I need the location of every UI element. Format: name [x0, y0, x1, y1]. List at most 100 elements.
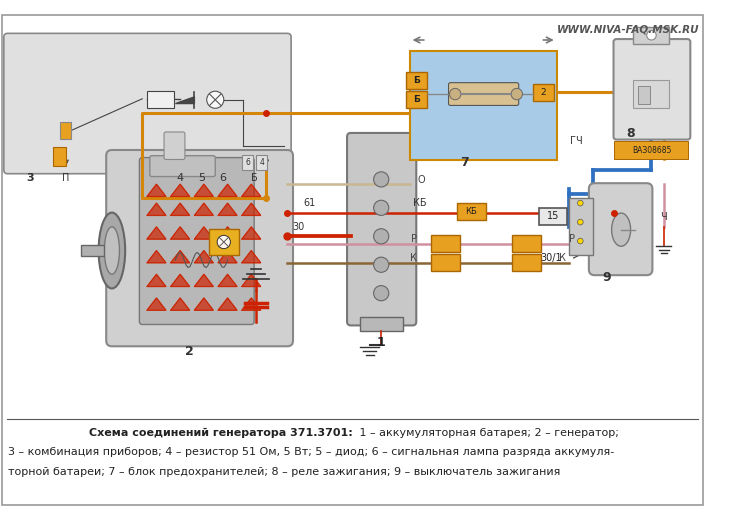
Text: 30: 30	[292, 222, 305, 231]
Text: О: О	[418, 175, 425, 185]
Polygon shape	[147, 203, 166, 215]
FancyBboxPatch shape	[347, 133, 416, 326]
Text: 3 – комбинация приборов; 4 – резистор 51 Ом, 5 Вт; 5 – диод; 6 – сигнальная ламп: 3 – комбинация приборов; 4 – резистор 51…	[7, 447, 614, 457]
Polygon shape	[195, 184, 213, 197]
Polygon shape	[195, 298, 213, 310]
Bar	[59, 122, 71, 139]
Text: Р: Р	[569, 234, 575, 244]
Circle shape	[450, 88, 461, 100]
Text: 9: 9	[603, 271, 611, 284]
Text: 2: 2	[185, 345, 194, 358]
FancyBboxPatch shape	[140, 158, 254, 324]
Circle shape	[374, 285, 389, 301]
Text: Схема соединений генератора 371.3701:: Схема соединений генератора 371.3701:	[89, 428, 353, 438]
Text: 30/1: 30/1	[540, 253, 562, 263]
Text: П: П	[62, 173, 69, 183]
Text: 8: 8	[626, 127, 635, 140]
Text: Ч: Ч	[661, 212, 667, 223]
Bar	[241, 155, 253, 170]
Polygon shape	[195, 251, 213, 263]
Polygon shape	[147, 251, 166, 263]
Polygon shape	[241, 227, 261, 239]
Ellipse shape	[611, 213, 631, 246]
Polygon shape	[195, 274, 213, 287]
Polygon shape	[171, 274, 189, 287]
Circle shape	[577, 238, 583, 244]
FancyBboxPatch shape	[614, 39, 690, 139]
Polygon shape	[218, 298, 237, 310]
Bar	[512, 236, 540, 252]
Text: КБ: КБ	[465, 207, 477, 216]
Ellipse shape	[99, 213, 125, 289]
Text: 6: 6	[219, 173, 227, 183]
Polygon shape	[171, 251, 189, 263]
Bar	[147, 91, 174, 108]
Text: 3: 3	[27, 173, 34, 183]
Text: WWW.NIVA-FAQ.MSK.RU: WWW.NIVA-FAQ.MSK.RU	[557, 25, 700, 35]
Bar	[634, 80, 669, 108]
Polygon shape	[218, 251, 237, 263]
Polygon shape	[171, 203, 189, 215]
Circle shape	[207, 91, 224, 108]
Bar	[80, 245, 104, 256]
FancyBboxPatch shape	[4, 33, 291, 174]
Polygon shape	[218, 184, 237, 197]
Bar	[533, 84, 554, 101]
FancyBboxPatch shape	[164, 132, 185, 160]
Polygon shape	[218, 203, 237, 215]
Circle shape	[374, 257, 389, 272]
FancyBboxPatch shape	[449, 83, 519, 106]
Bar	[53, 147, 66, 166]
Polygon shape	[147, 298, 166, 310]
Bar	[432, 236, 460, 252]
Circle shape	[374, 200, 389, 215]
Text: 5: 5	[198, 173, 206, 183]
Text: 1: 1	[377, 336, 386, 349]
Text: ГЧ: ГЧ	[570, 136, 583, 147]
Polygon shape	[241, 251, 261, 263]
Polygon shape	[147, 227, 166, 239]
Text: торной батареи; 7 – блок предохранителей; 8 – реле зажигания; 9 – выключатель за: торной батареи; 7 – блок предохранителей…	[7, 467, 560, 477]
Text: 4: 4	[259, 158, 265, 167]
Ellipse shape	[104, 227, 120, 274]
Polygon shape	[171, 227, 189, 239]
Text: К: К	[410, 253, 418, 263]
Polygon shape	[195, 203, 213, 215]
Bar	[256, 155, 267, 170]
Bar	[406, 91, 426, 108]
Bar	[569, 198, 593, 255]
Polygon shape	[171, 184, 189, 197]
Circle shape	[577, 200, 583, 206]
Circle shape	[217, 236, 230, 249]
Text: 15: 15	[547, 212, 559, 222]
Bar	[638, 86, 649, 103]
Text: ВАЗ08685: ВАЗ08685	[632, 146, 671, 154]
Text: 61: 61	[303, 198, 316, 208]
Text: К: К	[559, 253, 566, 263]
Polygon shape	[171, 298, 189, 310]
Text: 2: 2	[541, 88, 546, 97]
Text: Б: Б	[413, 95, 420, 104]
Text: Б: Б	[413, 76, 420, 85]
Bar	[406, 72, 426, 89]
Circle shape	[577, 219, 583, 225]
Polygon shape	[147, 184, 166, 197]
Text: Р: Р	[411, 234, 418, 244]
Bar	[539, 208, 567, 225]
FancyBboxPatch shape	[106, 150, 293, 346]
Circle shape	[374, 172, 389, 187]
Circle shape	[374, 229, 389, 244]
Polygon shape	[195, 227, 213, 239]
Polygon shape	[241, 184, 261, 197]
Bar	[614, 141, 689, 159]
FancyBboxPatch shape	[589, 183, 652, 275]
Bar	[209, 229, 239, 255]
Bar	[360, 317, 403, 331]
Text: КБ: КБ	[413, 198, 426, 208]
Polygon shape	[241, 203, 261, 215]
Polygon shape	[147, 274, 166, 287]
Circle shape	[511, 88, 522, 100]
Polygon shape	[241, 274, 261, 287]
Polygon shape	[218, 227, 237, 239]
Polygon shape	[218, 274, 237, 287]
